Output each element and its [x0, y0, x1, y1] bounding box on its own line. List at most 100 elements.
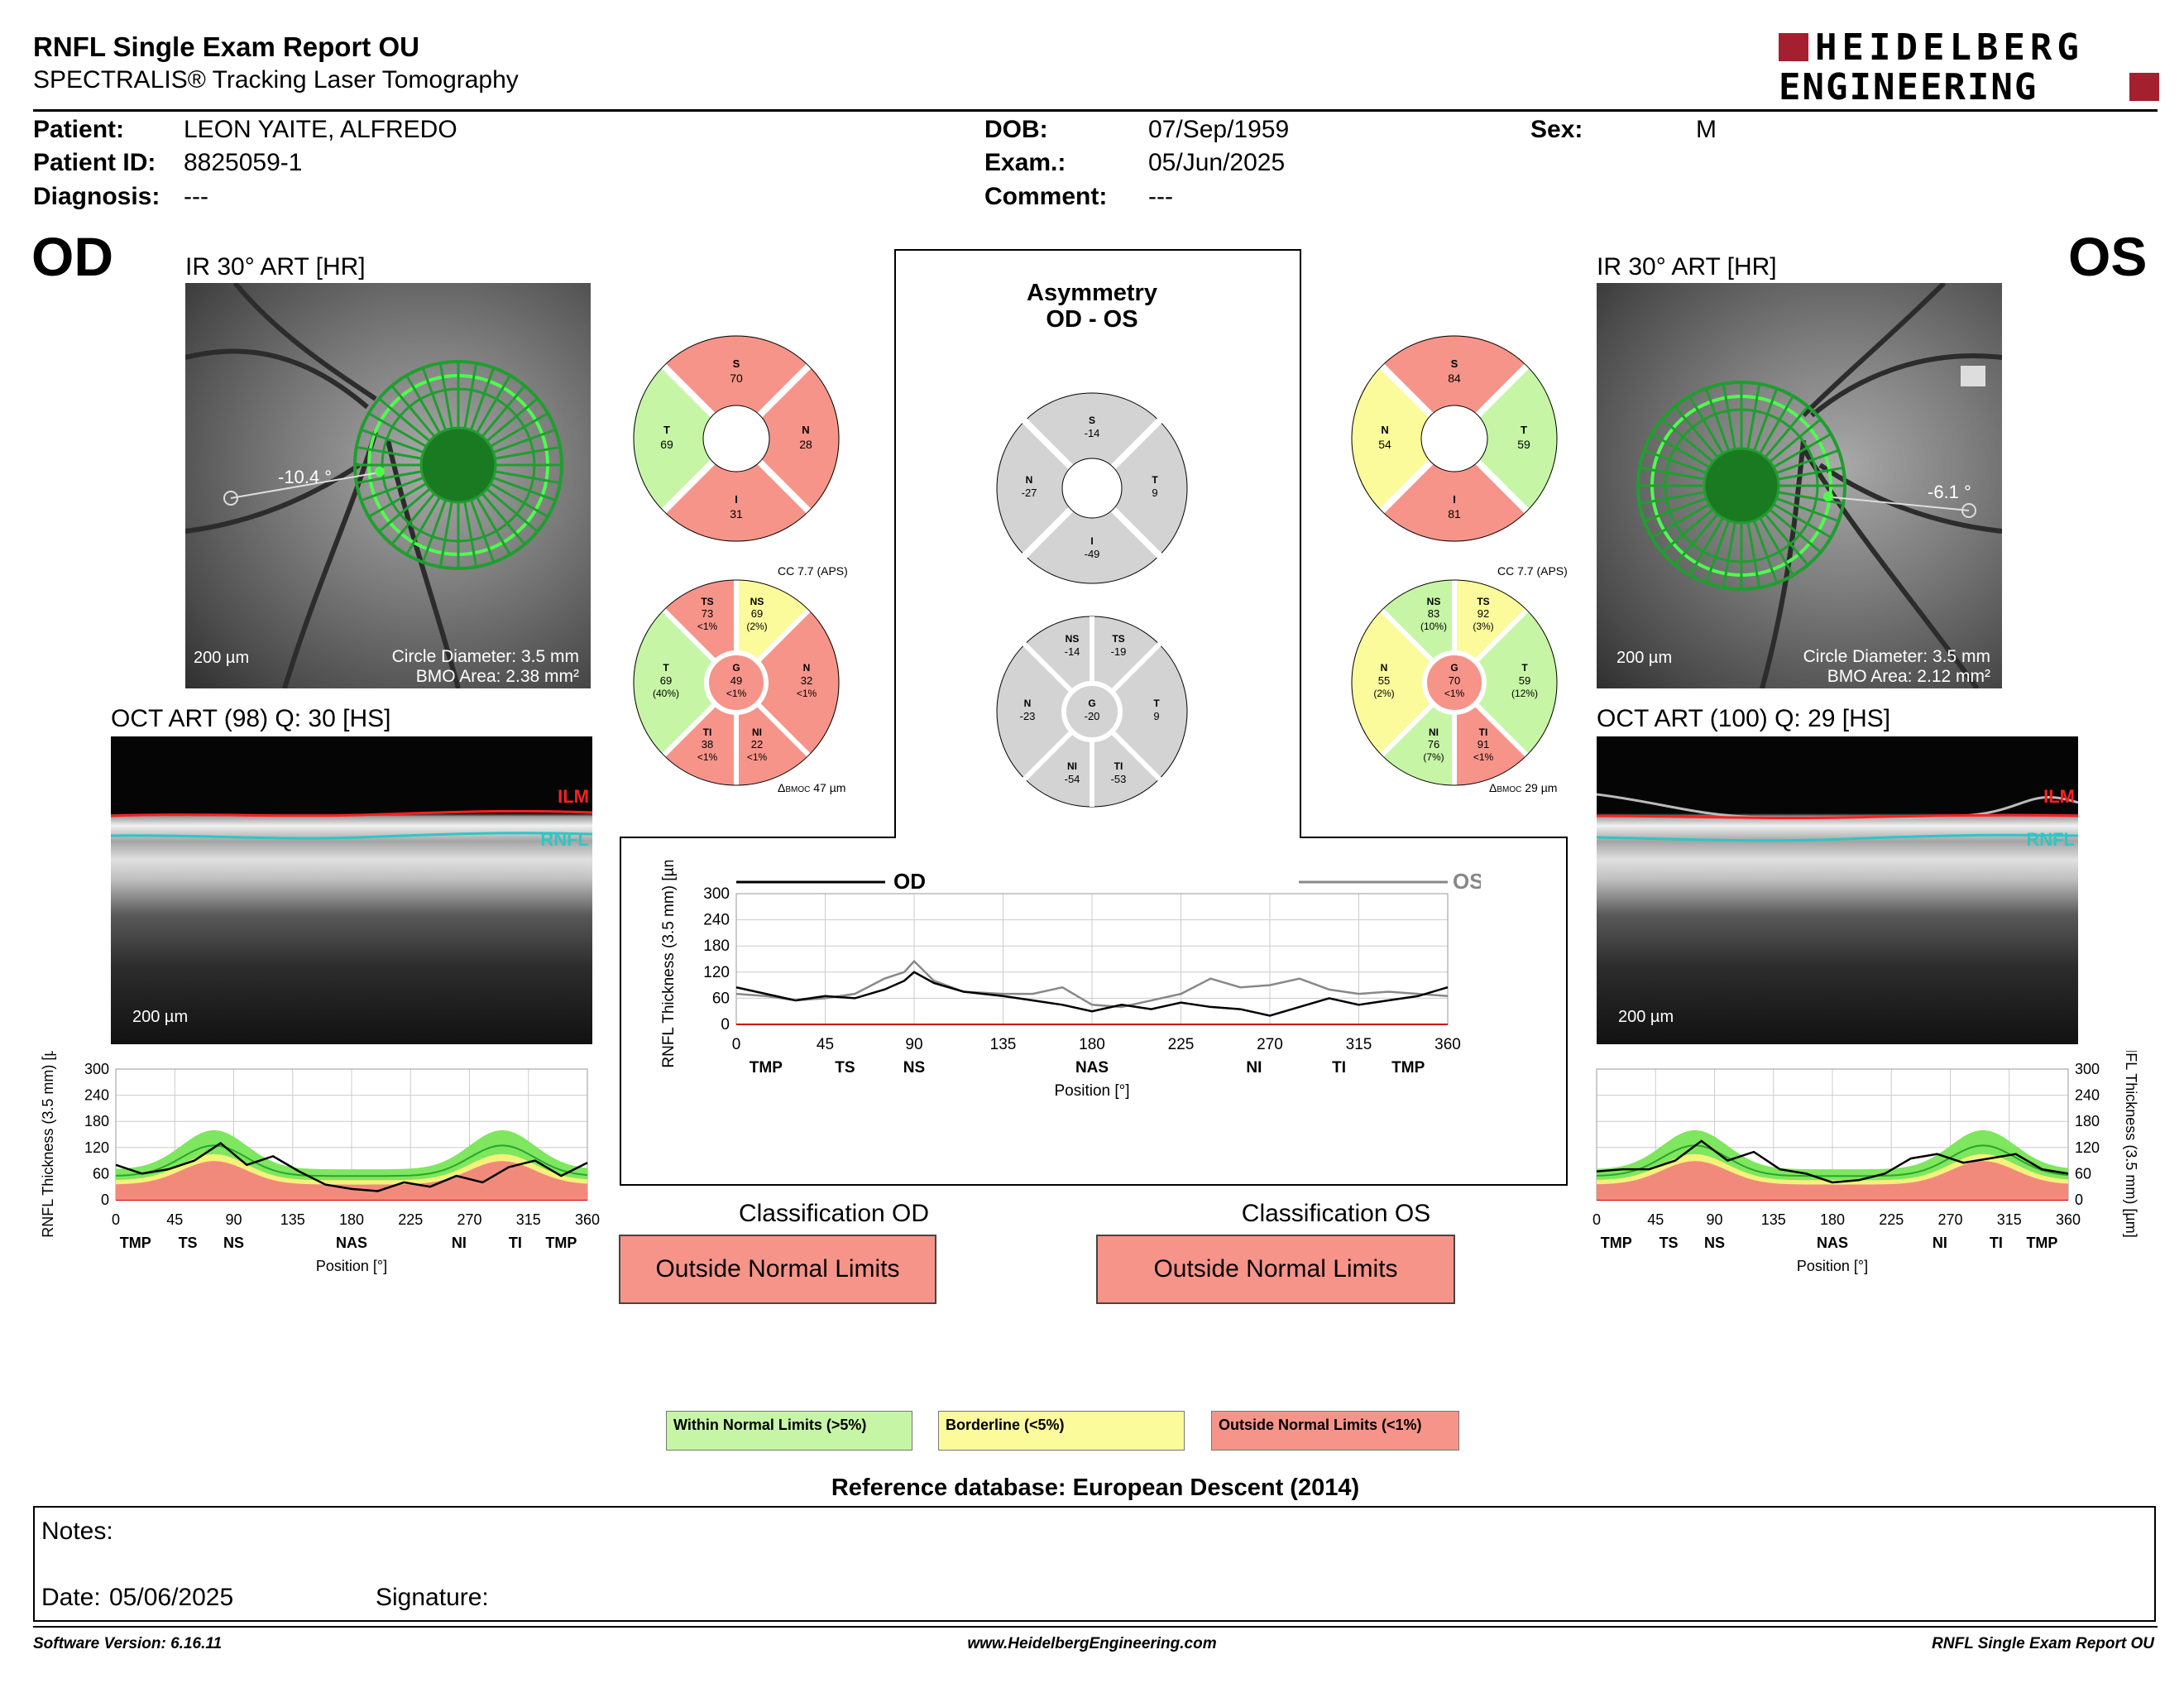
svg-text:70: 70 — [730, 372, 743, 385]
os-ilm-label: ILM — [2043, 786, 2075, 807]
svg-text:69: 69 — [660, 674, 672, 687]
report-subtitle: SPECTRALIS® Tracking Laser Tomography — [33, 66, 519, 94]
y-tick-label: 0 — [2075, 1192, 2083, 1208]
svg-text:G: G — [1450, 662, 1458, 674]
svg-text:(12%): (12%) — [1511, 688, 1538, 699]
x-tick-label: 360 — [1434, 1036, 1461, 1053]
od-fundus-image: -10.4 ° 200 µm Circle Diameter: 3.5 mm B… — [185, 283, 591, 688]
scan-spoke — [1752, 388, 1779, 452]
series-line-od — [735, 971, 1449, 1017]
os-legend-label: OS — [1453, 869, 1481, 894]
x-tick-label: 0 — [1592, 1211, 1601, 1228]
scan-spoke — [1661, 418, 1714, 463]
scan-spoke — [390, 385, 436, 438]
os-oct-title: OCT ART (100) Q: 29 [HS] — [1597, 705, 1891, 732]
scan-spoke — [1773, 503, 1832, 539]
od-ir-title: IR 30° ART [HR] — [185, 253, 366, 281]
notes-label: Notes: — [41, 1518, 113, 1545]
svg-text:49: 49 — [730, 674, 742, 687]
sector-label: TMP — [1391, 1059, 1425, 1077]
y-tick-label: 300 — [703, 885, 730, 903]
footer-report-name: RNFL Single Exam Report OU — [1932, 1635, 2154, 1652]
header-divider — [33, 109, 2158, 112]
scan-spoke — [405, 496, 441, 556]
svg-text:22: 22 — [751, 738, 763, 750]
scan-spoke — [356, 445, 422, 460]
svg-text:TS: TS — [701, 596, 713, 607]
od-sector-diagram: TS 73 <1% NS 69 (2%) T 69 (40%) G 49 <1%… — [633, 579, 840, 786]
os-oct-scale: 200 µm — [1618, 1008, 1674, 1026]
sector-label: NS — [1704, 1235, 1725, 1251]
svg-text:T: T — [1152, 474, 1158, 486]
svg-text:NI: NI — [1067, 760, 1077, 772]
asymmetry-subtitle: OD - OS — [1046, 306, 1138, 333]
os-bmo-area: BMO Area: 2.12 mm² — [1827, 667, 1990, 686]
svg-text:81: 81 — [1448, 507, 1461, 520]
svg-text:59: 59 — [1519, 674, 1530, 687]
od-bmo-area: BMO Area: 2.38 mm² — [415, 667, 579, 686]
x-tick-label: 135 — [1761, 1211, 1786, 1228]
scan-spoke — [1650, 503, 1710, 539]
svg-text:38: 38 — [702, 738, 713, 750]
od-classification-result: Outside Normal Limits — [619, 1235, 936, 1304]
svg-text:TI: TI — [1479, 727, 1488, 738]
scan-spoke — [378, 397, 431, 443]
scan-spoke — [481, 492, 526, 545]
svg-text:55: 55 — [1378, 674, 1390, 687]
sector-label: TI — [509, 1235, 522, 1251]
x-tick-label: 225 — [1879, 1211, 1904, 1228]
notes-box[interactable]: Notes: Date: 05/06/2025 Signature: — [33, 1506, 2156, 1622]
scan-spoke — [1674, 513, 1719, 566]
x-tick-label: 0 — [732, 1036, 741, 1053]
scan-spoke — [463, 362, 478, 429]
scan-spoke — [1773, 433, 1832, 468]
scan-spoke — [492, 476, 556, 502]
scan-spoke — [1644, 496, 1707, 523]
scan-spoke — [492, 428, 556, 454]
svg-text:(2%): (2%) — [746, 621, 767, 632]
os-rnfl-label: RNFL — [2026, 829, 2075, 850]
report-title: RNFL Single Exam Report OU — [33, 31, 419, 62]
svg-text:S: S — [1451, 357, 1458, 370]
scan-spoke — [1722, 522, 1736, 588]
scan-spoke — [1775, 448, 1839, 475]
x-tick-label: 270 — [457, 1211, 481, 1228]
website-link[interactable]: www.HeidelbergEngineering.com — [967, 1635, 1217, 1652]
svg-text:-14: -14 — [1065, 645, 1080, 658]
scan-spoke — [1722, 383, 1736, 449]
sex: M — [1696, 116, 1717, 143]
x-tick-label: 180 — [339, 1211, 364, 1228]
svg-text:I: I — [1453, 493, 1456, 506]
y-tick-label: 0 — [101, 1192, 109, 1208]
series-line-os — [735, 959, 1449, 1009]
svg-text:T: T — [1521, 424, 1527, 436]
svg-text:N: N — [1381, 424, 1388, 436]
scan-spoke — [421, 367, 448, 431]
x-tick-label: 180 — [1820, 1211, 1845, 1228]
mean-line — [115, 1144, 588, 1177]
svg-text:I: I — [735, 493, 738, 506]
os-circle-diameter: Circle Diameter: 3.5 mm — [1803, 647, 1990, 666]
asymmetry-frame — [620, 249, 1568, 1186]
scan-spoke — [1704, 520, 1731, 583]
x-tick-label: 90 — [225, 1211, 242, 1228]
scan-spoke — [367, 482, 427, 518]
x-tick-label: 45 — [1647, 1211, 1664, 1228]
y-tick-label: 180 — [84, 1113, 109, 1129]
x-tick-label: 90 — [905, 1036, 922, 1053]
x-tick-label: 135 — [990, 1036, 1017, 1053]
os-ir-title: IR 30° ART [HR] — [1597, 253, 1777, 281]
os-thickness-chart: 0 45 90 135 180 225 270 315 360300240180120600TM… — [1592, 1051, 2139, 1274]
outside-band — [116, 1161, 587, 1200]
scan-spoke — [1644, 448, 1707, 475]
scan-spoke — [1688, 517, 1724, 577]
svg-text:<1%: <1% — [747, 751, 768, 763]
y-tick-label: 60 — [712, 990, 730, 1007]
scan-spoke — [490, 482, 549, 518]
y-tick-label: 120 — [2075, 1139, 2100, 1156]
scan-spoke — [1746, 383, 1761, 449]
scan-spoke — [1769, 508, 1822, 554]
scan-spoke — [1769, 418, 1822, 463]
scan-spoke — [486, 397, 539, 443]
